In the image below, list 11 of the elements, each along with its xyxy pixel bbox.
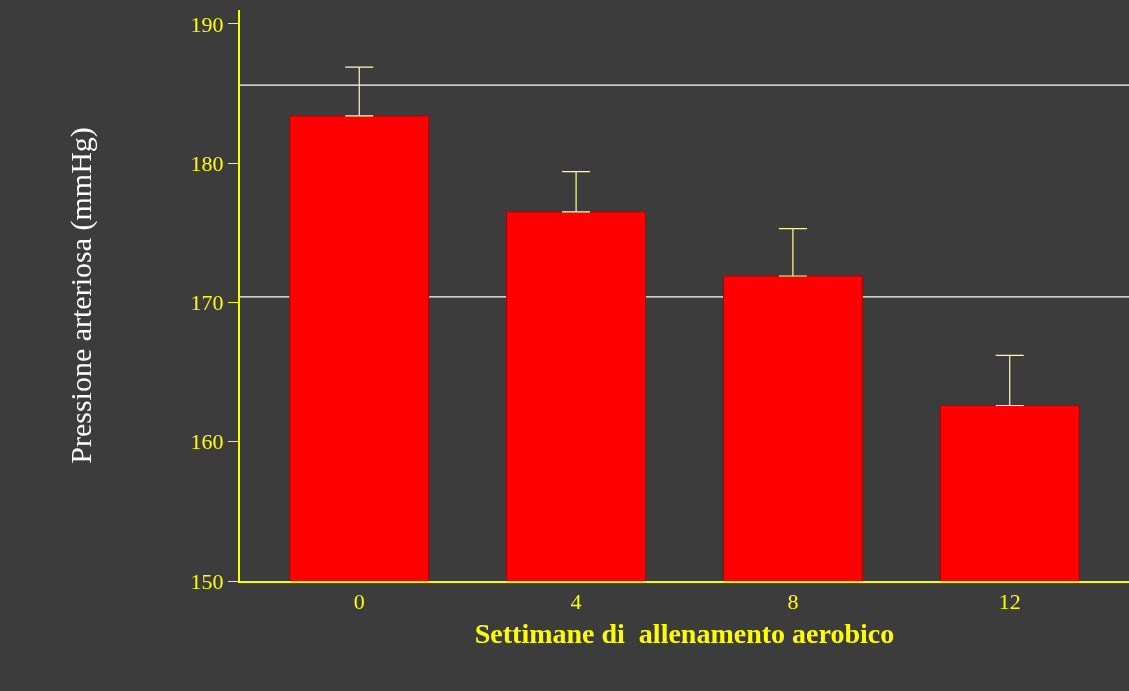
y-tick-label: 170	[190, 290, 224, 316]
x-tick-label: 0	[353, 589, 365, 615]
y-axis-title: Pressione arteriosa (mmHg)	[64, 127, 99, 464]
y-tick-label: 190	[190, 11, 224, 37]
x-tick-label: 12	[998, 589, 1021, 615]
y-tick-label: 150	[190, 568, 224, 594]
x-tick-label: 8	[787, 589, 799, 615]
y-tick-label: 160	[190, 429, 224, 455]
y-tick-label: 180	[190, 150, 224, 176]
x-axis-title: Settimane di allenamento aerobico	[474, 618, 895, 649]
x-tick-label: 4	[570, 589, 582, 615]
